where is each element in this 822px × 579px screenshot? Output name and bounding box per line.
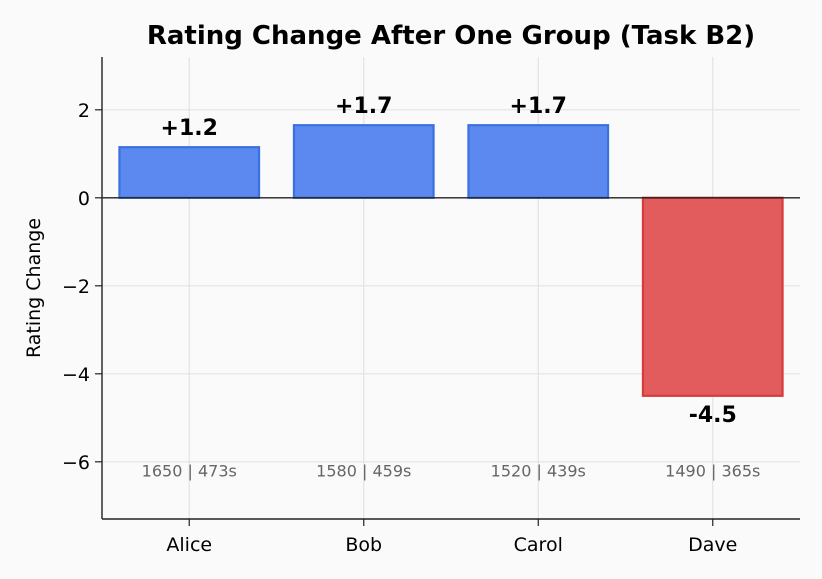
y-tick-labels: 2 0 −2 −4 −6 — [62, 100, 90, 474]
y-tick-label: −6 — [62, 452, 90, 474]
bar-annotation: 1520 | 439s — [491, 462, 586, 481]
y-tick-label: −2 — [62, 276, 90, 298]
x-tick-label: Carol — [514, 534, 563, 556]
bar-carol — [467, 124, 610, 199]
y-axis-label: Rating Change — [23, 218, 45, 358]
data-label: -4.5 — [689, 403, 737, 428]
x-tick-label: Bob — [345, 534, 382, 556]
bars — [118, 124, 784, 397]
bar-annotations: 1650 | 473s 1580 | 459s 1520 | 439s 1490 | … — [142, 462, 761, 481]
y-tick-label: −4 — [62, 364, 90, 386]
x-tick-label: Dave — [688, 534, 737, 556]
x-tick-label: Alice — [166, 534, 212, 556]
axes — [95, 57, 800, 526]
bar-alice — [118, 146, 261, 199]
x-tick-labels: Alice Bob Carol Dave — [166, 534, 737, 556]
data-label: +1.7 — [335, 94, 392, 119]
chart-title: Rating Change After One Group (Task B2) — [147, 21, 755, 51]
bar-bob — [292, 124, 435, 199]
bar-dave — [641, 196, 784, 397]
bar-annotation: 1580 | 459s — [316, 462, 411, 481]
data-label: +1.7 — [510, 94, 567, 119]
bar-annotation: 1490 | 365s — [665, 462, 760, 481]
y-tick-label: 0 — [78, 188, 90, 210]
bar-annotation: 1650 | 473s — [142, 462, 237, 481]
data-labels: +1.2 +1.7 +1.7 -4.5 — [161, 94, 737, 428]
data-label: +1.2 — [161, 116, 218, 141]
y-tick-label: 2 — [78, 100, 90, 122]
